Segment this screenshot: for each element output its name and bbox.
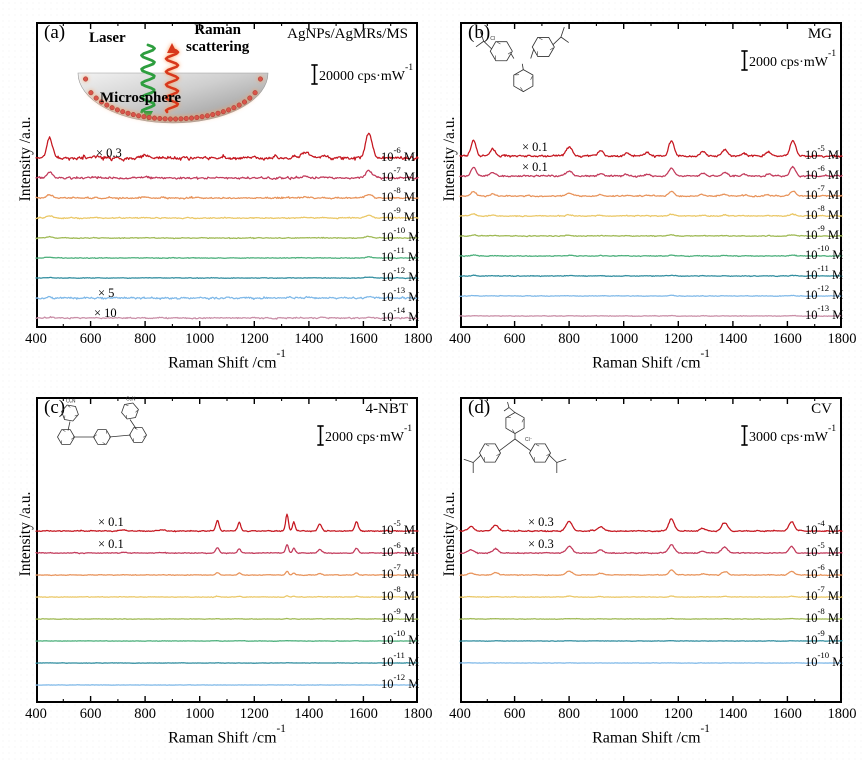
svg-text:Cl⁻: Cl⁻ bbox=[525, 437, 533, 443]
svg-text:O₂N: O₂N bbox=[66, 399, 76, 405]
svg-text:O₂N: O₂N bbox=[126, 397, 136, 403]
svg-text:Cl: Cl bbox=[490, 36, 495, 42]
